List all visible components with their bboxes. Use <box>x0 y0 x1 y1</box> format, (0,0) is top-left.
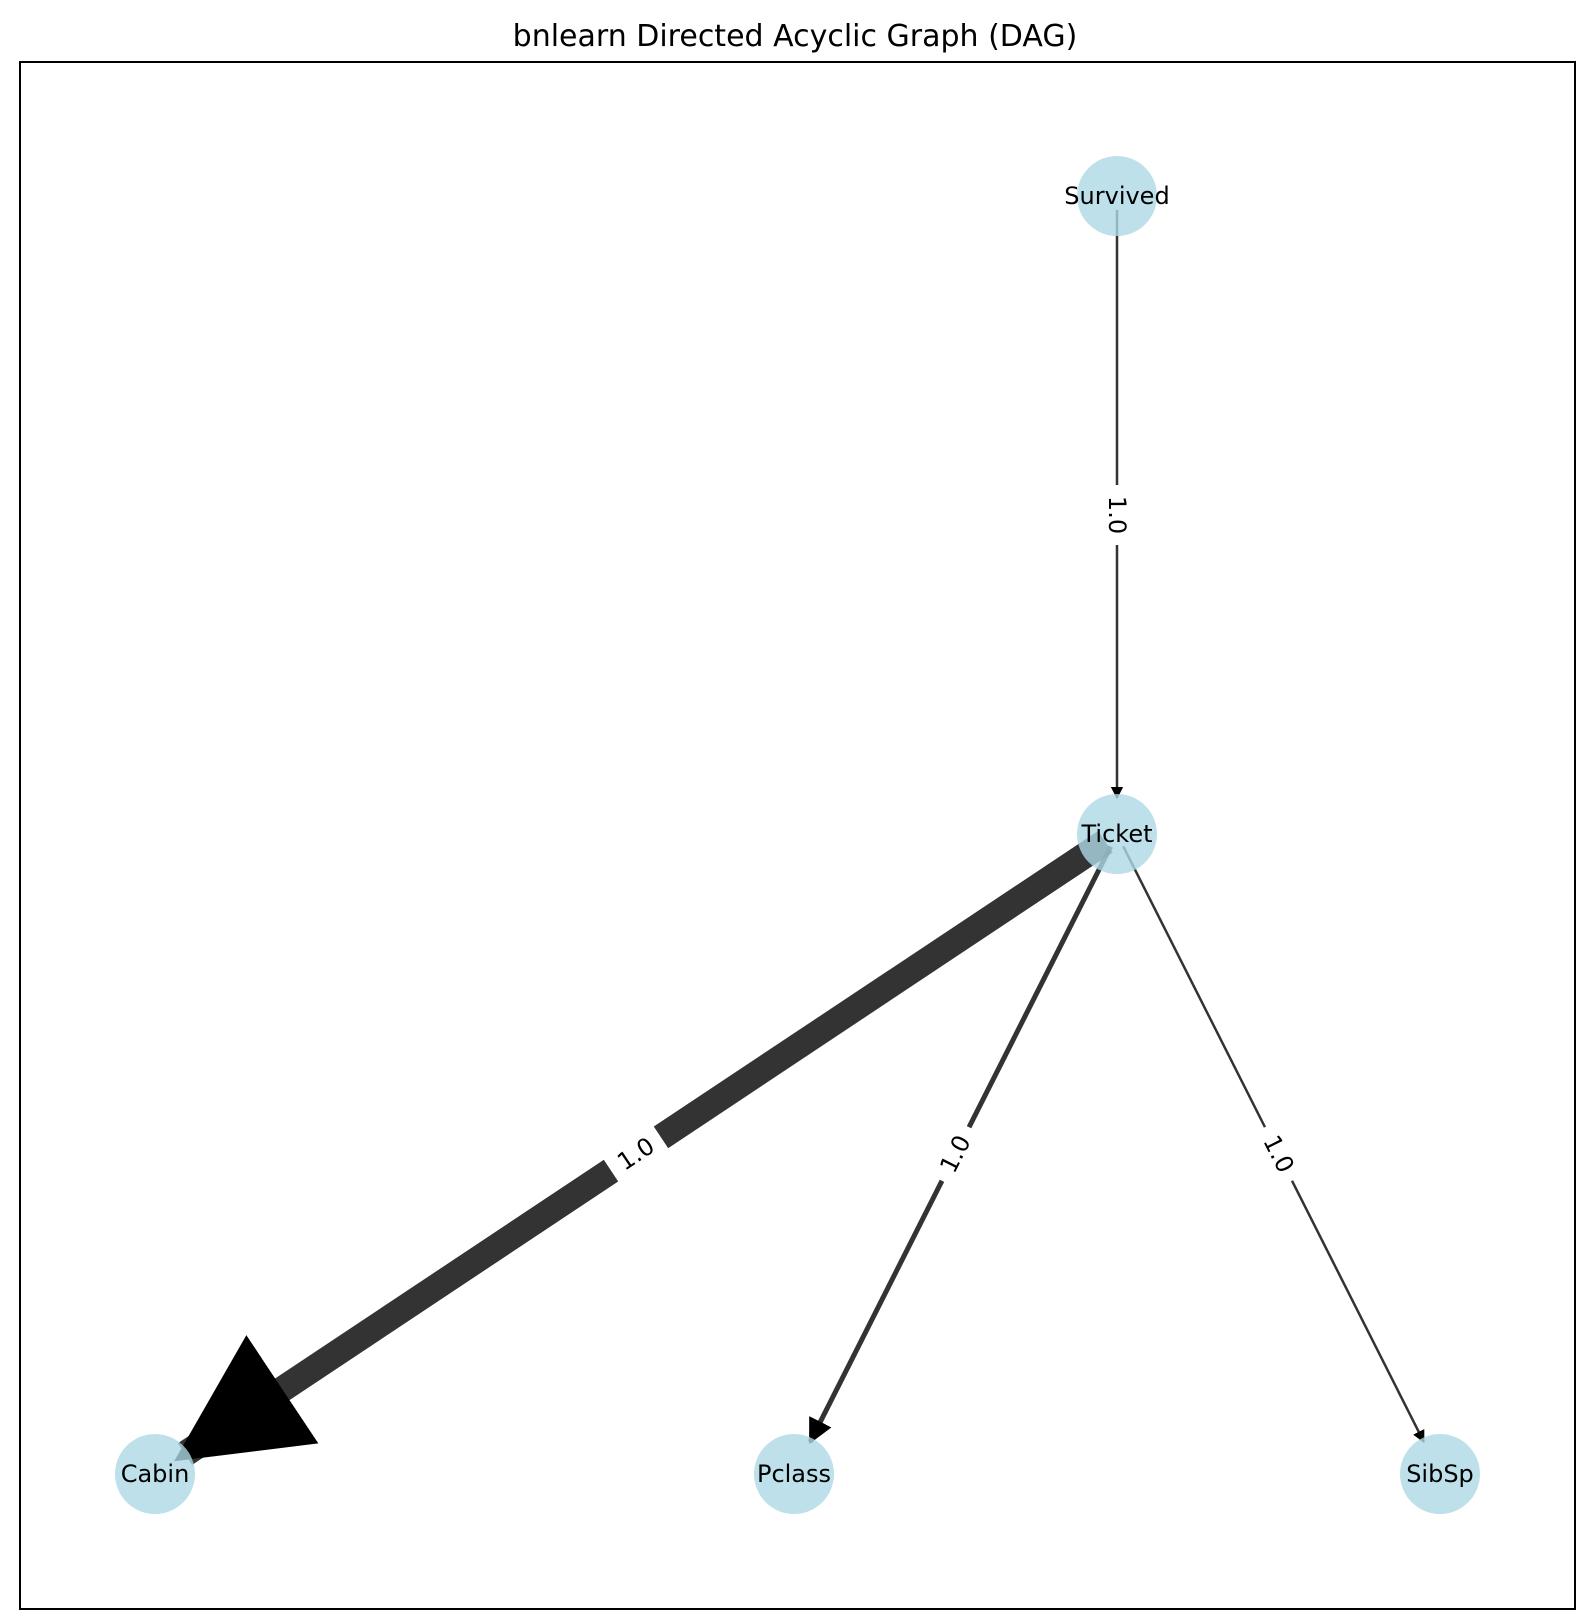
edge-label-background <box>1101 485 1135 545</box>
edge-label-group: 1.0 <box>1250 1119 1309 1188</box>
edge-label: 1.0 <box>1103 496 1131 534</box>
node-sibsp <box>1400 1434 1480 1514</box>
node-layer: Survived Ticket Cabin Pclass SibSp <box>115 156 1480 1514</box>
edge-label-group: 1.0 <box>1101 485 1135 545</box>
figure-title: bnlearn Directed Acyclic Graph (DAG) <box>513 19 1078 54</box>
node-label-sibsp: SibSp <box>1406 1460 1474 1488</box>
edge-label-group: 1.0 <box>925 1119 984 1188</box>
edge-label-background <box>601 1122 670 1184</box>
node-label-survived: Survived <box>1064 182 1169 210</box>
edge-layer: 1.01.0 1.0 1.0 <box>174 210 1425 1465</box>
plot-frame <box>19 61 1576 1610</box>
node-label-ticket: Ticket <box>1080 820 1152 848</box>
node-label-cabin: Cabin <box>121 1460 190 1488</box>
edge-label-background <box>1250 1119 1309 1188</box>
node-survived <box>1077 156 1157 236</box>
edge-label-background <box>925 1119 984 1188</box>
node-ticket <box>1077 794 1157 874</box>
node-cabin <box>115 1434 195 1514</box>
node-pclass <box>754 1434 834 1514</box>
node-label-pclass: Pclass <box>757 1460 831 1488</box>
